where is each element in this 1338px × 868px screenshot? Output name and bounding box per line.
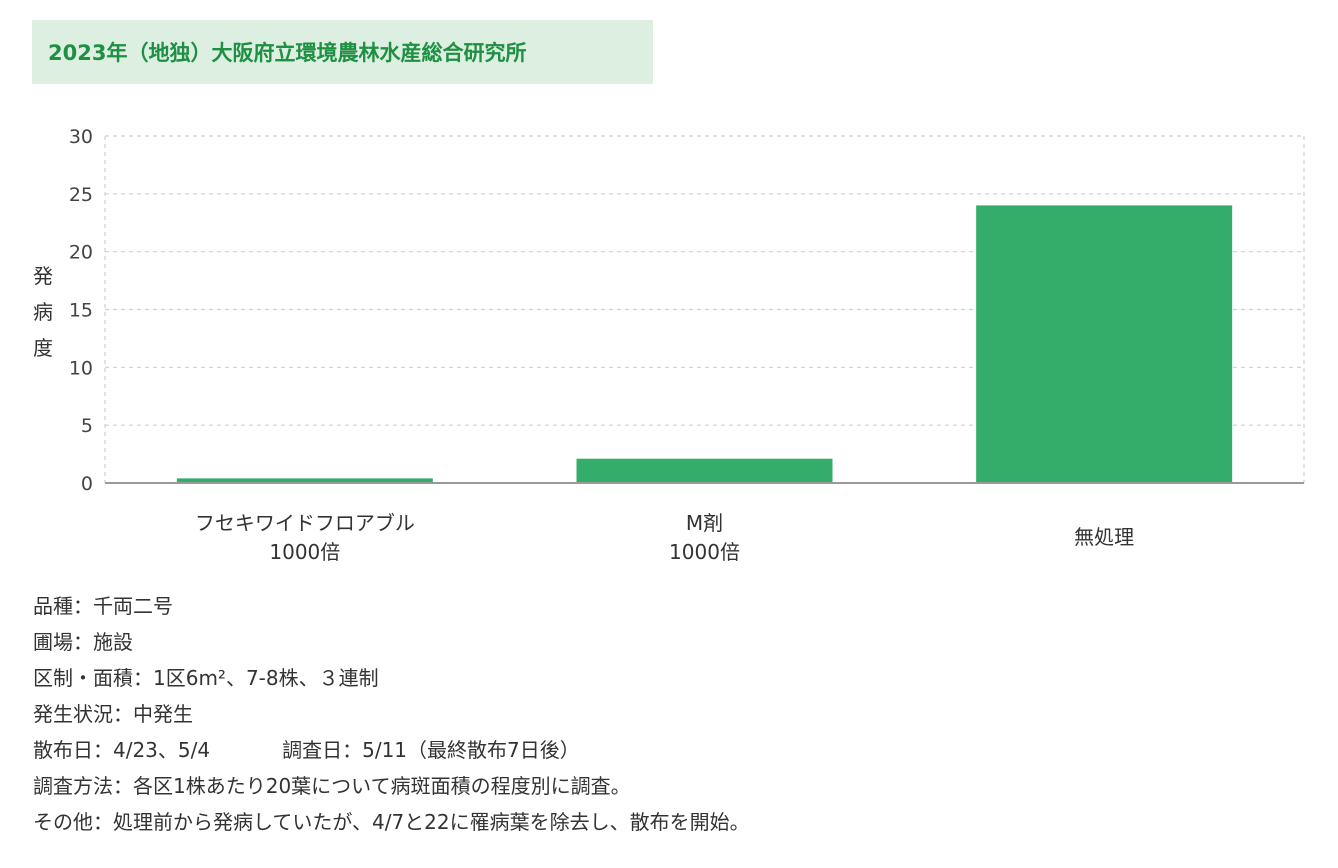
- y-axis-label-char: 病: [33, 300, 53, 324]
- y-tick-label: 0: [81, 473, 93, 495]
- x-category-label: 1000倍: [269, 540, 340, 564]
- y-axis-label-char: 度: [33, 336, 53, 360]
- note-variety: 品種：千両二号: [33, 594, 173, 618]
- y-tick-label: 15: [69, 300, 93, 322]
- x-category-label: M剤: [686, 511, 723, 535]
- bars: [176, 205, 1233, 483]
- y-tick-label: 5: [81, 415, 93, 437]
- x-category-label: 無処理: [1074, 525, 1134, 549]
- note-other: その他：処理前から発病していたが、4/7と22に罹病葉を除去し、散布を開始。: [33, 810, 750, 834]
- y-tick-label: 20: [69, 242, 93, 264]
- bar-chart: 0 5 10 15 20 25 30 フセキワイドフロアブル 1000倍 M剤 1000倍 無処理 発病…: [33, 126, 1305, 564]
- title-banner: 2023年（地独）大阪府立環境農林水産総合研究所: [32, 20, 653, 84]
- note-survey: 調査日：5/11（最終散布7日後）: [282, 738, 580, 762]
- y-tick-label: 30: [69, 126, 93, 148]
- bar-1: [576, 458, 833, 483]
- bar-2: [976, 205, 1233, 483]
- chart-title: 2023年（地独）大阪府立環境農林水産総合研究所: [48, 41, 527, 65]
- y-axis-label-char: 発: [33, 264, 53, 288]
- y-tick-label: 10: [69, 357, 93, 379]
- note-spray: 散布日：4/23、5/4: [33, 738, 211, 762]
- note-disease: 発生状況：中発生: [33, 702, 193, 726]
- y-tick-label: 25: [69, 184, 93, 206]
- x-category-label: フセキワイドフロアブル: [195, 511, 415, 535]
- note-dates: 散布日：4/23、5/4 調査日：5/11（最終散布7日後）: [33, 732, 750, 768]
- bar-0: [176, 478, 433, 483]
- grid-lines: [104, 135, 1305, 483]
- note-plot: 区制・面積：1区6m²、7-8株、３連制: [33, 666, 379, 690]
- notes-block: 品種：千両二号 圃場：施設 区制・面積：1区6m²、7-8株、３連制 発生状況：…: [33, 588, 750, 840]
- note-field: 圃場：施設: [33, 630, 133, 654]
- labels: 0 5 10 15 20 25 30 フセキワイドフロアブル 1000倍 M剤 1000倍 無処理 発病…: [33, 126, 1134, 564]
- x-category-label: 1000倍: [669, 540, 740, 564]
- note-method: 調査方法：各区1株あたり20葉について病斑面積の程度別に調査。: [33, 774, 631, 798]
